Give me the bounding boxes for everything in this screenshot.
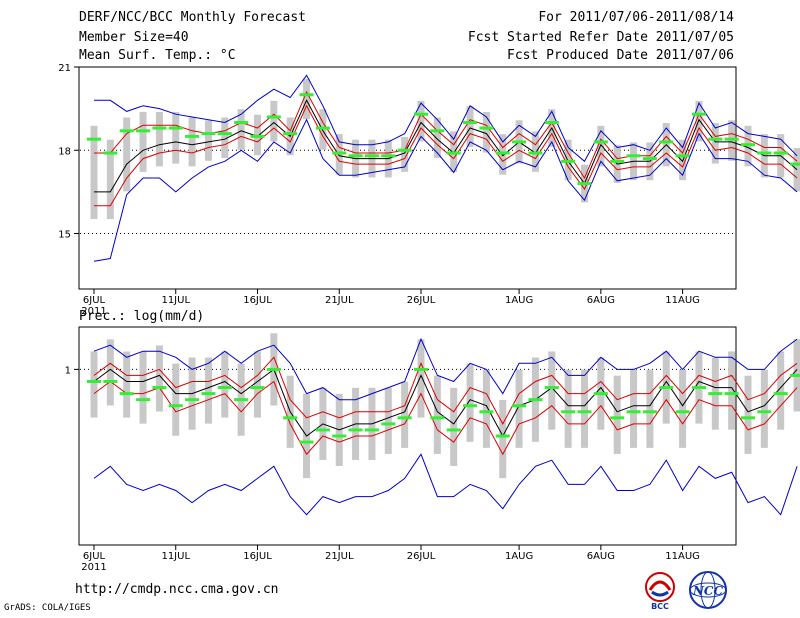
member-size: Member Size=40	[79, 30, 189, 45]
spread-box	[760, 369, 768, 448]
figure-title: DERF/NCC/BCC Monthly Forecast	[79, 10, 306, 25]
upper-spread-line	[93, 356, 798, 425]
spread-box	[433, 375, 441, 454]
x-tick-label: 6JUL	[83, 295, 106, 306]
x-tick-year: 2011	[81, 562, 106, 573]
spread-box	[401, 381, 409, 448]
spread-box	[777, 351, 785, 430]
x-tick-label: 11JUL	[161, 551, 190, 562]
y-tick-label: 18	[58, 146, 71, 157]
bcc-logo: BCC	[645, 572, 675, 610]
spread-box	[564, 369, 572, 448]
x-tick-label: 11JUL	[161, 295, 190, 306]
lower-spread-line	[93, 380, 798, 456]
spread-box	[548, 351, 556, 430]
spread-box	[401, 136, 409, 172]
panel-frame	[78, 66, 737, 290]
spread-box	[221, 117, 229, 159]
spread-box	[204, 357, 212, 424]
spread-box	[204, 120, 212, 161]
spread-box	[254, 351, 261, 418]
spread-box	[90, 351, 98, 418]
y-tick-label: 1	[65, 365, 71, 376]
spread-box	[139, 351, 147, 424]
min-line	[93, 453, 798, 516]
spread-box	[417, 339, 425, 418]
spread-box	[172, 363, 180, 436]
spread-box	[106, 139, 114, 220]
spread-box	[384, 387, 392, 454]
spread-box	[466, 363, 474, 442]
lower-spread-line	[94, 104, 798, 207]
spread-box	[237, 109, 245, 150]
variable-label: Mean Surf. Temp.: °C	[79, 48, 236, 63]
ncc-logo: NCC	[689, 571, 727, 609]
spread-box	[744, 375, 752, 454]
x-tick-label: 6AUG	[587, 295, 615, 306]
spread-box	[630, 369, 638, 448]
mean-line	[93, 368, 798, 438]
spread-box	[433, 117, 441, 159]
spread-box	[728, 351, 736, 430]
x-tick-label: 6AUG	[587, 551, 615, 562]
spread-box	[155, 345, 163, 412]
spread-box	[90, 125, 98, 220]
temperature-panel: 15 18 21 6JUL 11JUL 16JUL 21JUL 26JUL 1AUG 6AUG 11…	[58, 63, 800, 317]
spread-box	[270, 100, 278, 142]
min-line	[93, 118, 798, 262]
spread-box	[417, 100, 425, 142]
spread-box	[482, 111, 490, 153]
spread-box	[466, 106, 474, 147]
forecast-started-date: Fcst Started Refer Date 2011/07/05	[467, 30, 734, 45]
x-tick-label: 26JUL	[407, 551, 436, 562]
x-tick-label: 11AUG	[665, 551, 700, 562]
x-tick-label: 6JUL	[83, 551, 106, 562]
spread-box	[188, 117, 196, 167]
spread-box	[613, 375, 621, 454]
precip-panel: 16JUL 11JUL 16JUL 21JUL 26JUL 1AUG 6AUG 11AUG20…	[65, 326, 800, 573]
x-tick-label: 1AUG	[505, 295, 533, 306]
spread-box	[155, 111, 163, 167]
spread-box	[106, 339, 114, 406]
y-tick-label: 21	[58, 63, 71, 74]
spread-box	[679, 369, 687, 448]
forecast-produced-date: Fcst Produced Date 2011/07/06	[507, 48, 734, 63]
x-tick-label: 16JUL	[243, 295, 272, 306]
spread-box	[711, 123, 719, 164]
x-tick-label: 21JUL	[325, 295, 354, 306]
spread-box	[123, 351, 131, 418]
spread-box	[303, 78, 311, 120]
grads-credit: GrADS: COLA/IGES	[4, 603, 91, 613]
bcc-logo-text: BCC	[651, 602, 669, 610]
spread-box	[515, 369, 523, 448]
spread-box	[499, 399, 507, 479]
y-tick-label: 15	[58, 230, 71, 241]
spread-box	[581, 369, 588, 448]
mean-line	[94, 99, 798, 193]
spread-box	[450, 387, 458, 467]
x-tick-label: 1AUG	[505, 551, 533, 562]
precip-panel-title: Prec.: log(mm/d)	[79, 309, 205, 324]
spread-box	[221, 351, 229, 418]
spread-box	[646, 369, 654, 448]
x-tick-label: 11AUG	[665, 295, 700, 306]
x-tick-year: 2011	[81, 306, 106, 317]
source-url[interactable]: http://cmdp.ncc.cma.gov.cn	[75, 582, 279, 597]
spread-box	[172, 111, 180, 164]
forecast-period: For 2011/07/06-2011/08/14	[538, 10, 734, 25]
spread-box	[482, 369, 490, 448]
ncc-logo-text: NCC	[692, 584, 724, 598]
x-tick-label: 21JUL	[325, 551, 354, 562]
max-line	[94, 74, 798, 163]
x-tick-label: 26JUL	[407, 295, 436, 306]
spread-box	[123, 117, 131, 192]
x-tick-label: 16JUL	[243, 551, 272, 562]
max-line	[93, 337, 798, 401]
spread-box	[139, 111, 147, 172]
